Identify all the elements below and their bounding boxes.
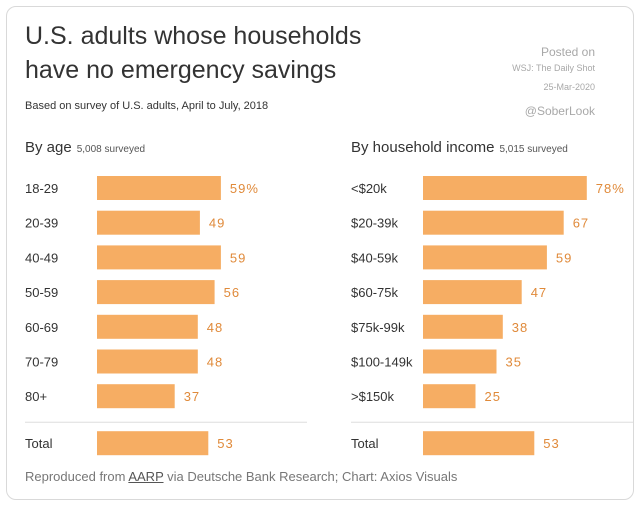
- bar-row-value-label: 59%: [230, 181, 259, 196]
- total-bar: [97, 431, 209, 456]
- total-category-label: Total: [351, 436, 379, 451]
- panel-sample-size: 5,008 surveyed: [76, 144, 146, 155]
- bar-chart-income: <$20k 78% $20-39k 67 $40-59k 59 $60-75k 47 $75k-…: [351, 176, 633, 456]
- bar-row-bar: [97, 349, 198, 374]
- footer-prefix: Reproduced from: [25, 469, 129, 484]
- panel-sample-size: 5,015 surveyed: [499, 144, 568, 155]
- bar-row-category-label: $60-75k: [351, 285, 398, 300]
- panel-title-income: By household income 5,015 surveyed: [351, 139, 568, 157]
- bar-row-bar: [423, 349, 497, 374]
- bar-row-value-label: 67: [573, 216, 589, 231]
- page-title: U.S. adults whose households have no eme…: [25, 19, 425, 87]
- bar-row-category-label: 70-79: [25, 355, 58, 370]
- author-handle: @SoberLook: [524, 104, 595, 118]
- bar-row-category-label: 80+: [25, 389, 47, 404]
- bar-row-value-label: 48: [207, 355, 223, 370]
- bar-row-value-label: 37: [184, 389, 200, 404]
- bar-row-value-label: 59: [230, 250, 246, 265]
- panel-heading: By age: [25, 139, 72, 156]
- bar-row-value-label: 78%: [596, 181, 625, 196]
- posted-on-label: Posted on: [540, 45, 595, 59]
- bar-row-value-label: 48: [207, 320, 223, 335]
- posted-source: WSJ: The Daily Shot: [512, 63, 595, 73]
- total-value-label: 53: [217, 436, 233, 451]
- bar-row-value-label: 47: [531, 285, 547, 300]
- bar-row-category-label: $20-39k: [351, 216, 398, 231]
- bar-row-category-label: 60-69: [25, 320, 58, 335]
- bar-row-category-label: $75k-99k: [351, 320, 405, 335]
- bar-row-bar: [423, 210, 564, 235]
- bar-row-category-label: $40-59k: [351, 250, 398, 265]
- footer-suffix: via Deutsche Bank Research; Chart: Axios…: [163, 469, 458, 484]
- bar-row-bar: [97, 314, 198, 339]
- posted-date: 25-Mar-2020: [543, 82, 595, 92]
- bar-row-bar: [97, 384, 175, 409]
- bar-row-bar: [423, 314, 503, 339]
- title-line-2: have no emergency savings: [25, 56, 337, 84]
- bar-row-bar: [423, 280, 522, 305]
- bar-row-bar: [97, 280, 215, 305]
- aarp-link[interactable]: AARP: [128, 469, 164, 484]
- bar-row-category-label: <$20k: [351, 181, 387, 196]
- bar-row-category-label: $100-149k: [351, 355, 413, 370]
- bar-row-category-label: 40-49: [25, 250, 58, 265]
- bar-row-category-label: 20-39: [25, 216, 58, 231]
- bar-row-value-label: 59: [556, 250, 572, 265]
- panel-heading: By household income: [351, 139, 495, 156]
- chart-subtitle: Based on survey of U.S. adults, April to…: [25, 100, 269, 112]
- source-footer: Reproduced from AARP via Deutsche Bank R…: [25, 469, 457, 484]
- bar-row-bar: [423, 245, 547, 270]
- bar-row-value-label: 49: [209, 216, 225, 231]
- bar-row-value-label: 56: [224, 285, 240, 300]
- bar-row-category-label: 18-29: [25, 181, 58, 196]
- bar-row-value-label: 38: [512, 320, 528, 335]
- panel-title-age: By age 5,008 surveyed: [25, 139, 145, 157]
- bar-row-value-label: 35: [506, 355, 522, 370]
- chart-card: U.S. adults whose households have no eme…: [6, 6, 634, 500]
- bar-row-category-label: >$150k: [351, 389, 395, 404]
- bar-row-bar: [423, 384, 476, 409]
- posted-info: Posted on WSJ: The Daily Shot 25-Mar-202…: [512, 45, 595, 97]
- bar-row-bar: [97, 210, 200, 235]
- bar-row-category-label: 50-59: [25, 285, 58, 300]
- bar-chart-age: 18-29 59% 20-39 49 40-49 59 50-59 56 60-69 48 70-7…: [25, 176, 307, 456]
- bar-row-bar: [423, 176, 587, 200]
- total-bar: [423, 431, 535, 456]
- bar-row-value-label: 25: [485, 389, 501, 404]
- total-value-label: 53: [543, 436, 559, 451]
- title-line-1: U.S. adults whose households: [25, 22, 362, 50]
- bar-row-bar: [97, 176, 221, 200]
- bar-row-bar: [97, 245, 221, 270]
- total-category-label: Total: [25, 436, 53, 451]
